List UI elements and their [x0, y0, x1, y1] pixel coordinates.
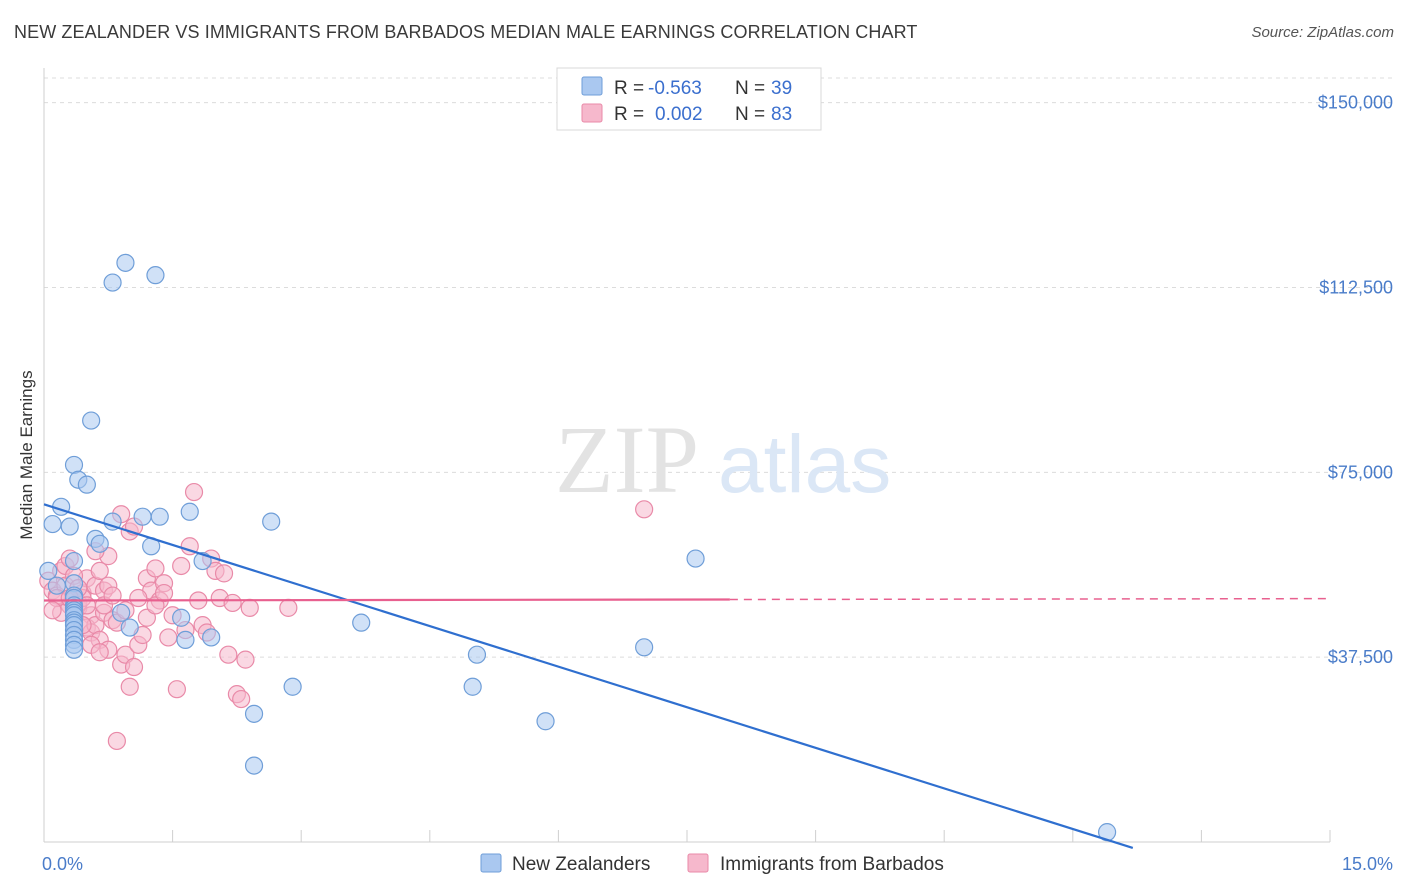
x-tick-label-min: 0.0% — [42, 854, 83, 874]
new-zealanders-point-4 — [60, 517, 79, 536]
grid-lines — [44, 77, 1395, 658]
legend-swatch-blue — [581, 76, 603, 96]
bottom-legend-swatch-blue — [480, 853, 502, 873]
new-zealanders-point-41 — [172, 608, 191, 627]
barbados-point-44 — [180, 537, 199, 556]
barbados-point-52 — [214, 564, 234, 583]
y-axis-label: Median Male Earnings — [17, 370, 36, 539]
barbados-point-41 — [167, 680, 186, 699]
barbados-point-45 — [184, 482, 204, 502]
legend-r-value-1: -0.563 — [648, 78, 702, 99]
y-tick-label-2: $112,500 — [1319, 277, 1393, 297]
legend-r-label-2: R = — [614, 104, 644, 125]
new-zealanders-point-44 — [244, 756, 264, 775]
new-zealanders-point-43 — [244, 704, 264, 723]
bottom-legend-swatch-pink — [687, 853, 709, 873]
new-zealanders-point-33 — [146, 266, 165, 285]
new-zealanders-point-45 — [283, 677, 302, 696]
new-zealanders-point-26 — [90, 534, 109, 553]
barbados-point-56 — [232, 689, 251, 709]
new-zealanders-point-48 — [463, 677, 482, 696]
barbados-point-39 — [159, 628, 178, 647]
y-tick-labels: $37,500 $75,000 $112,500 $150,000 — [1318, 93, 1393, 668]
barbados-point-36 — [146, 559, 165, 578]
barbados-point-12 — [90, 561, 109, 581]
barbados-point-58 — [240, 598, 259, 617]
legend-n-label-2: N = — [735, 104, 765, 125]
watermark-atlas: atlas — [718, 419, 891, 510]
trend-line-barbados-extension — [729, 597, 1331, 601]
legend-n-label-1: N = — [735, 78, 765, 99]
chart-title: NEW ZEALANDER VS IMMIGRANTS FROM BARBADO… — [14, 22, 918, 42]
new-zealanders-point-31 — [103, 273, 122, 292]
barbados-point-53 — [219, 645, 238, 664]
trend-line-barbados — [43, 598, 730, 602]
new-zealanders-point-40 — [202, 628, 221, 647]
barbados-point-78 — [154, 583, 174, 603]
new-zealanders-point-50 — [635, 638, 654, 657]
legend-n-value-2: 83 — [771, 104, 792, 125]
new-zealanders-point-49 — [536, 712, 555, 731]
new-zealanders-point-0 — [39, 561, 58, 581]
barbados-point-54 — [223, 593, 242, 613]
new-zealanders-point-21 — [64, 640, 84, 659]
watermark: ZIP atlas — [555, 406, 891, 513]
barbados-point-57 — [236, 650, 255, 669]
series-barbados-points — [39, 482, 654, 751]
barbados-point-76 — [137, 608, 156, 627]
barbados-point-75 — [129, 588, 148, 608]
bottom-legend-label-2: Immigrants from Barbados — [720, 854, 944, 875]
legend-r-value-2: 0.002 — [655, 104, 703, 125]
bottom-legend-label-1: New Zealanders — [512, 854, 650, 875]
series-legend: New Zealanders Immigrants from Barbados — [480, 853, 944, 875]
new-zealanders-point-32 — [116, 253, 135, 272]
barbados-point-31 — [124, 657, 144, 677]
trend-line-new-zealanders — [43, 503, 1134, 849]
barbados-point-29 — [116, 645, 135, 664]
new-zealanders-point-28 — [103, 512, 122, 531]
legend-swatch-pink — [581, 103, 603, 123]
new-zealanders-point-27 — [82, 411, 101, 430]
new-zealanders-point-46 — [352, 613, 371, 632]
x-tick-label-max: 15.0% — [1342, 854, 1393, 874]
new-zealanders-point-42 — [262, 512, 281, 531]
correlation-legend: R = -0.563 N = 39 R = 0.002 N = 83 — [556, 67, 822, 131]
watermark-zip: ZIP — [555, 406, 699, 513]
barbados-point-59 — [279, 598, 298, 617]
new-zealanders-point-36 — [150, 507, 169, 526]
series-new-zealanders-points — [39, 253, 1117, 842]
new-zealanders-point-29 — [112, 603, 131, 622]
new-zealanders-point-51 — [686, 549, 705, 568]
new-zealanders-point-5 — [64, 551, 84, 571]
chart-source: Source: ZipAtlas.com — [1251, 24, 1394, 41]
barbados-point-30 — [120, 677, 139, 696]
legend-r-label-1: R = — [614, 78, 644, 99]
new-zealanders-point-39 — [176, 630, 195, 650]
new-zealanders-point-2 — [47, 576, 66, 595]
new-zealanders-point-37 — [180, 502, 199, 521]
barbados-point-70 — [43, 601, 62, 620]
new-zealanders-point-1 — [43, 514, 62, 534]
legend-n-value-1: 39 — [771, 78, 792, 99]
new-zealanders-point-30 — [120, 618, 139, 637]
x-tick-labels: 0.0% 15.0% — [42, 854, 1393, 874]
barbados-point-42 — [172, 556, 191, 576]
new-zealanders-point-24 — [77, 475, 96, 494]
barbados-point-67 — [103, 586, 122, 605]
barbados-point-73 — [90, 643, 109, 662]
barbados-point-79 — [635, 500, 654, 519]
y-tick-label-1: $75,000 — [1328, 462, 1393, 482]
barbados-point-60 — [107, 731, 126, 751]
new-zealanders-point-34 — [133, 507, 152, 526]
y-tick-label-3: $150,000 — [1318, 93, 1393, 113]
y-tick-label-0: $37,500 — [1328, 647, 1393, 667]
trend-lines — [43, 503, 1331, 849]
new-zealanders-point-47 — [467, 645, 487, 664]
